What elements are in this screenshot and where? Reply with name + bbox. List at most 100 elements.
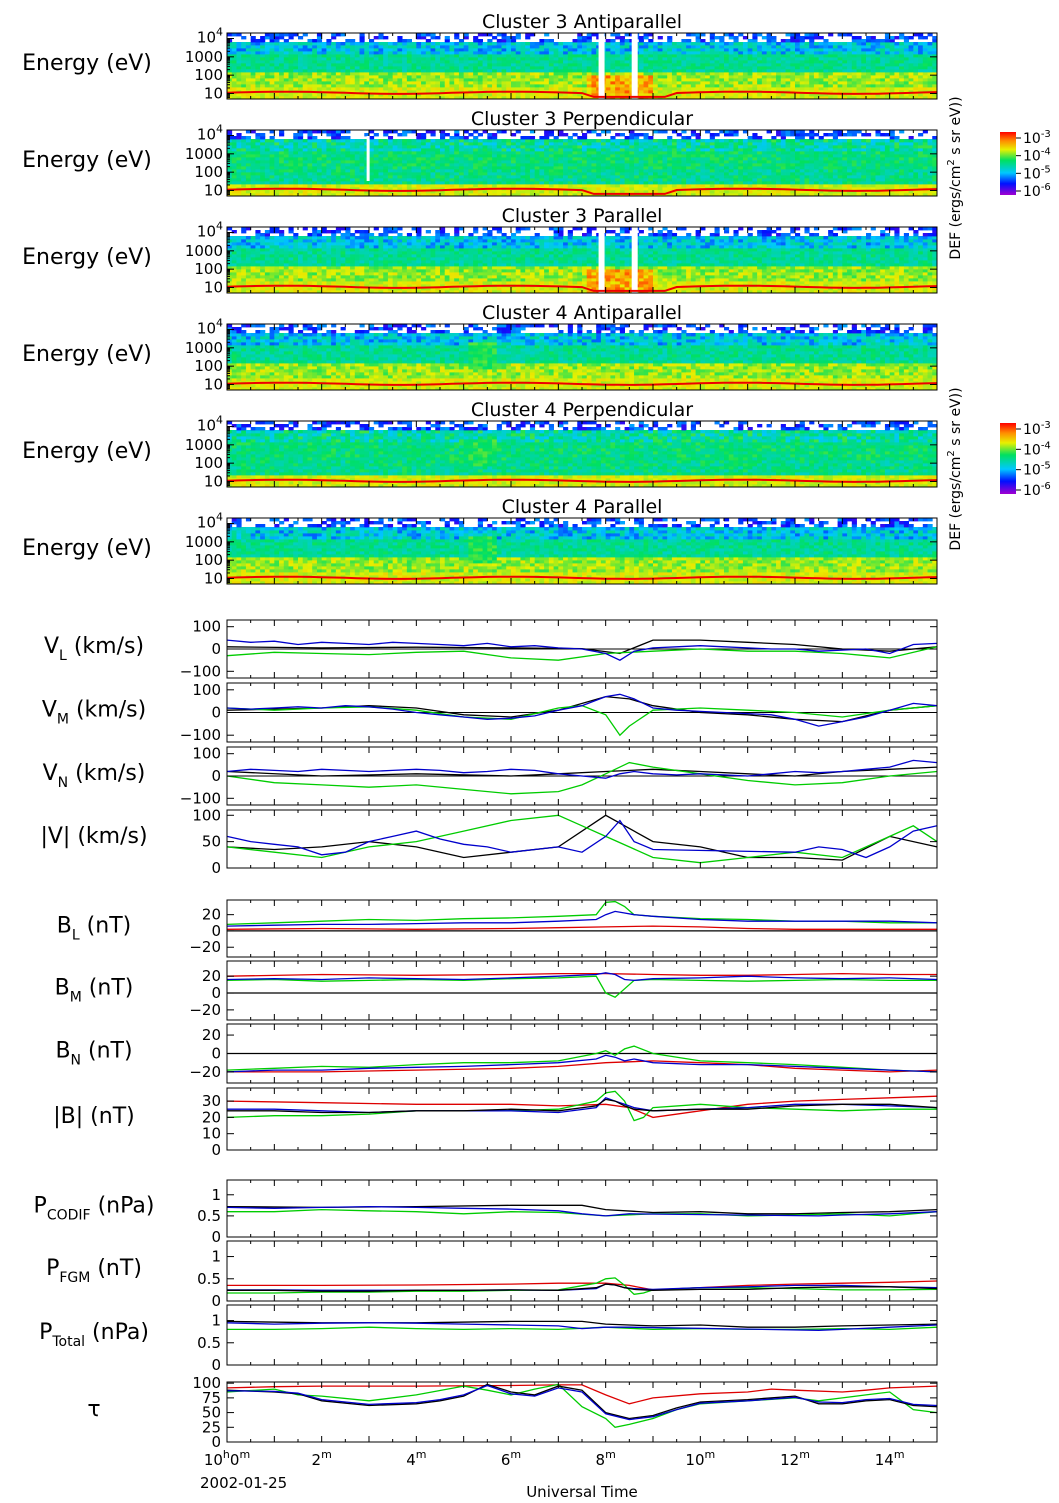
y-tick-label: 0.5 <box>197 1207 221 1225</box>
series-line <box>226 1322 938 1331</box>
y-tick-label: 100 <box>192 806 221 824</box>
series-line <box>226 910 938 927</box>
time-tick-label: 14m <box>875 1448 905 1469</box>
y-tick-label: −20 <box>189 938 221 956</box>
spectrogram-panel <box>227 421 938 488</box>
spacecraft-potential-line <box>226 90 938 98</box>
time-tick-label: 8m <box>596 1448 616 1469</box>
energy-tick-label: 100 <box>194 551 223 569</box>
spectrogram-ylabel: Energy (eV) <box>22 342 152 367</box>
series-line <box>226 925 937 930</box>
panel-ylabel: VN (km/s) <box>43 761 146 791</box>
y-tick-label: −20 <box>189 1063 221 1081</box>
y-tick-label: −100 <box>180 662 221 680</box>
energy-tick-label: 104 <box>197 26 223 47</box>
series-line <box>226 639 938 661</box>
y-tick-label: 0.5 <box>197 1334 221 1352</box>
colorbar-label: DEF (ergs/cm2 s sr eV)) <box>946 387 964 550</box>
y-tick-label: 0 <box>211 1292 221 1310</box>
line-panel <box>226 1090 938 1122</box>
y-tick-label: 0 <box>211 984 221 1002</box>
x-axis-label: Universal Time <box>526 1483 638 1501</box>
y-tick-label: 0 <box>211 704 221 722</box>
spectrogram-ylabel: Energy (eV) <box>22 148 152 173</box>
spacecraft-potential-line <box>226 187 938 195</box>
spectrogram-ylabel: Energy (eV) <box>22 245 152 270</box>
panel-ylabel: PTotal (nPa) <box>39 1320 149 1350</box>
spectrogram-panel <box>227 33 938 100</box>
energy-tick-label: 10 <box>204 472 223 490</box>
energy-tick-label: 104 <box>197 220 223 241</box>
line-panel <box>226 1204 938 1217</box>
y-tick-label: 25 <box>202 1418 221 1436</box>
energy-tick-label: 100 <box>194 260 223 278</box>
y-tick-label: 100 <box>192 618 221 636</box>
series-line <box>227 1280 938 1291</box>
spectrogram-panel <box>227 130 938 197</box>
y-tick-label: −100 <box>180 789 221 807</box>
energy-tick-label: 104 <box>197 123 223 144</box>
spacecraft-potential-line <box>226 284 938 292</box>
energy-tick-label: 1000 <box>185 145 223 163</box>
energy-tick-label: 10 <box>204 278 223 296</box>
energy-tick-label: 104 <box>197 317 223 338</box>
line-panel <box>226 1320 938 1331</box>
spacecraft-potential-line <box>226 575 938 580</box>
y-tick-label: 0 <box>211 922 221 940</box>
series-line <box>226 1054 938 1073</box>
energy-tick-label: 10 <box>204 375 223 393</box>
panel-ylabel: VM (km/s) <box>42 698 146 728</box>
line-panel <box>226 639 938 661</box>
energy-tick-label: 10 <box>204 84 223 102</box>
series-line <box>226 819 938 859</box>
panel-frame <box>226 960 938 1021</box>
y-tick-label: 0 <box>211 767 221 785</box>
spectrogram-ylabel: Energy (eV) <box>22 536 152 561</box>
line-panel <box>226 972 938 998</box>
series-line <box>226 814 938 861</box>
y-tick-label: 100 <box>192 745 221 763</box>
y-tick-label: 75 <box>202 1389 221 1407</box>
y-tick-label: 20 <box>202 1108 221 1126</box>
panel-ylabel: VL (km/s) <box>44 634 144 664</box>
colorbar <box>1000 423 1016 494</box>
spectrogram-title: Cluster 4 Perpendicular <box>471 399 693 421</box>
spectrogram-title: Cluster 3 Perpendicular <box>471 108 693 130</box>
y-tick-label: 50 <box>202 1404 221 1422</box>
y-tick-label: 0 <box>211 1356 221 1374</box>
line-panel <box>227 1277 938 1295</box>
energy-tick-label: 1000 <box>185 48 223 66</box>
line-panel <box>226 759 938 795</box>
time-tick-label: 2m <box>312 1448 332 1469</box>
time-tick-label: 12m <box>780 1448 810 1469</box>
energy-tick-label: 1000 <box>185 339 223 357</box>
panel-ylabel: |B| (nT) <box>53 1104 134 1129</box>
y-tick-label: 0 <box>211 1228 221 1246</box>
series-line <box>226 972 938 982</box>
series-line <box>226 1045 938 1073</box>
y-tick-label: 1 <box>211 1248 221 1266</box>
series-line <box>226 639 938 655</box>
spectrogram-ylabel: Energy (eV) <box>22 439 152 464</box>
y-tick-label: 100 <box>192 681 221 699</box>
date-label: 2002-01-25 <box>200 1474 287 1492</box>
panel-ylabel: BN (nT) <box>55 1039 132 1069</box>
panel-frame <box>226 1179 938 1238</box>
panel-frame <box>226 1304 938 1366</box>
energy-tick-label: 104 <box>197 414 223 435</box>
panel-ylabel: PCODIF (nPa) <box>34 1194 155 1224</box>
time-tick-label: 4m <box>406 1448 426 1469</box>
energy-tick-label: 10 <box>204 181 223 199</box>
energy-tick-label: 1000 <box>185 533 223 551</box>
series-line <box>226 1384 938 1405</box>
series-line <box>226 1205 938 1217</box>
energy-tick-label: 100 <box>194 454 223 472</box>
line-panel <box>226 814 938 864</box>
colorbar <box>1000 132 1016 195</box>
spectrogram-title: Cluster 4 Antiparallel <box>482 302 682 324</box>
series-line <box>226 975 937 998</box>
series-line <box>226 814 938 864</box>
line-panel <box>226 900 938 932</box>
spacecraft-potential-line <box>226 478 938 483</box>
